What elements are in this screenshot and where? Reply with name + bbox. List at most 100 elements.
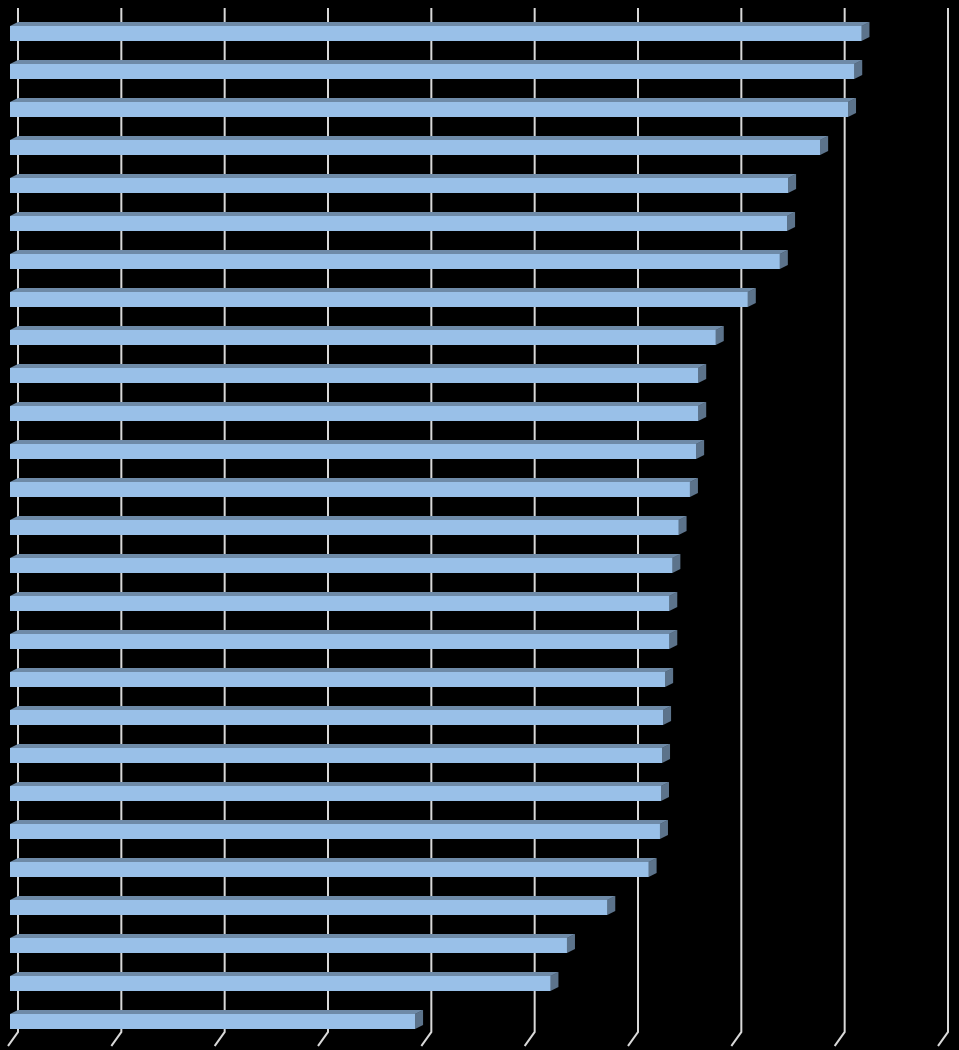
bar-side	[747, 288, 756, 307]
bar-top	[10, 972, 559, 976]
bar-side	[607, 896, 616, 915]
bar	[10, 478, 698, 497]
bar-top	[10, 896, 616, 900]
bar	[10, 250, 788, 269]
bar	[10, 22, 870, 41]
bar	[10, 288, 756, 307]
bar-front	[10, 406, 699, 421]
bar	[10, 402, 707, 421]
bar-top	[10, 212, 796, 216]
bar-side	[678, 516, 687, 535]
bar-top	[10, 288, 756, 292]
grid-line	[523, 8, 536, 1047]
bar-side	[648, 858, 657, 877]
grid-line	[7, 8, 19, 1047]
bar-top	[10, 402, 707, 406]
bar	[10, 516, 687, 535]
bar	[10, 630, 678, 649]
bar	[10, 782, 669, 801]
bar-side	[661, 782, 669, 801]
bar-side	[689, 478, 698, 497]
grid-line	[937, 8, 949, 1047]
bar	[10, 668, 674, 687]
bar-side	[662, 744, 671, 763]
bar-side	[669, 592, 678, 611]
bar	[10, 212, 796, 231]
bar	[10, 554, 681, 573]
bar-top	[10, 706, 672, 710]
bar-front	[10, 444, 697, 459]
bar	[10, 972, 559, 991]
bar	[10, 934, 575, 953]
bar-top	[10, 554, 681, 558]
bar-front	[10, 900, 608, 915]
grid-line	[420, 8, 433, 1047]
bar	[10, 326, 724, 345]
bar	[10, 136, 829, 155]
bar-front	[10, 748, 663, 763]
bar-top	[10, 744, 671, 748]
bar	[10, 440, 705, 459]
bar-side	[669, 630, 678, 649]
bar-top	[10, 174, 797, 178]
bar-side	[820, 136, 829, 155]
bar-side	[848, 98, 857, 117]
bar-top	[10, 592, 678, 596]
bar-side	[854, 60, 863, 79]
bar-front	[10, 26, 862, 41]
bar-side	[415, 1010, 424, 1029]
bar-front	[10, 102, 849, 117]
bar-top	[10, 22, 870, 26]
bar-top	[10, 60, 863, 64]
bar-front	[10, 216, 788, 231]
bar-side	[566, 934, 575, 953]
bar-top	[10, 364, 707, 368]
bar-top	[10, 630, 678, 634]
bar-side	[672, 554, 681, 573]
bar-front	[10, 1014, 416, 1029]
bar-front	[10, 672, 666, 687]
bar-front	[10, 558, 673, 573]
bar-top	[10, 440, 705, 444]
bar-top	[10, 820, 668, 824]
bar	[10, 60, 863, 79]
bar-front	[10, 292, 748, 307]
bar-front	[10, 178, 789, 193]
bar-front	[10, 786, 661, 801]
bar	[10, 858, 657, 877]
bar-side	[779, 250, 788, 269]
bar-front	[10, 330, 716, 345]
bar-front	[10, 976, 551, 991]
bar	[10, 98, 857, 117]
grid-line	[213, 8, 226, 1047]
bar-top	[10, 478, 698, 482]
bar-side	[698, 402, 707, 421]
grid-line	[317, 8, 329, 1047]
bar-top	[10, 136, 829, 140]
bar-front	[10, 254, 780, 269]
bar-top	[10, 516, 687, 520]
bar-side	[665, 668, 674, 687]
bar-top	[10, 668, 674, 672]
bar	[10, 820, 668, 839]
bar-side	[787, 212, 796, 231]
bar-side	[663, 706, 672, 725]
bar-front	[10, 368, 699, 383]
bar-side	[550, 972, 559, 991]
grid-line	[833, 8, 846, 1047]
bar	[10, 1010, 424, 1029]
bar-top	[10, 858, 657, 862]
bar-front	[10, 64, 855, 79]
bar-top	[10, 98, 857, 102]
bar-side	[696, 440, 705, 459]
bar-side	[788, 174, 797, 193]
bar-top	[10, 934, 575, 938]
bar-front	[10, 482, 690, 497]
grid-line	[627, 8, 639, 1047]
bar-side	[715, 326, 724, 345]
bar-front	[10, 634, 670, 649]
bar	[10, 592, 678, 611]
bar	[10, 744, 671, 763]
bar-side	[659, 820, 668, 839]
